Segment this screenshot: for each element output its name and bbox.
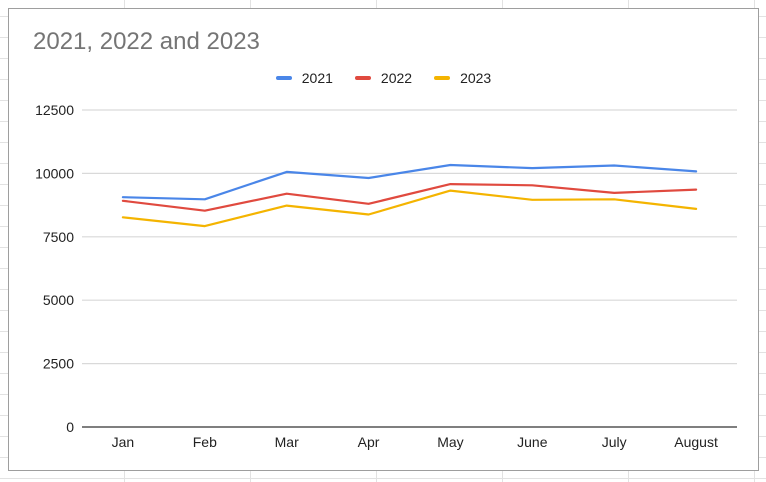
x-tick-label-mar: Mar xyxy=(275,434,299,450)
y-tick-label-2500: 2500 xyxy=(43,356,74,372)
legend-item-2023[interactable]: 2023 xyxy=(434,70,491,86)
legend-item-2022[interactable]: 2022 xyxy=(354,70,413,86)
y-tick-label-12500: 12500 xyxy=(35,102,74,118)
x-tick-label-august: August xyxy=(674,434,718,450)
chart-plot-area: 0 2500 5000 7500 10000 12500 Jan Feb Mar Apr May Ju… xyxy=(35,102,737,450)
chart-legend: 2021 2022 2023 xyxy=(9,70,758,86)
legend-item-2021[interactable]: 2021 xyxy=(275,70,333,86)
series-line-2021 xyxy=(121,163,698,201)
legend-swatch-2021 xyxy=(275,76,292,80)
legend-label-2021: 2021 xyxy=(301,70,333,86)
x-tick-label-apr: Apr xyxy=(358,434,380,450)
x-tick-label-feb: Feb xyxy=(193,434,217,450)
chart-card[interactable]: 2021, 2022 and 2023 2021 2022 2023 0 2500… xyxy=(8,8,759,471)
chart-title: 2021, 2022 and 2023 xyxy=(33,28,260,55)
y-tick-label-7500: 7500 xyxy=(43,229,74,245)
x-tick-label-jan: Jan xyxy=(112,434,135,450)
legend-label-2022: 2022 xyxy=(380,70,413,86)
series-line-2023 xyxy=(121,189,698,228)
legend-swatch-2023 xyxy=(434,76,451,80)
legend-label-2023: 2023 xyxy=(460,70,492,86)
y-tick-label-10000: 10000 xyxy=(35,165,74,181)
x-tick-label-may: May xyxy=(437,434,463,450)
y-tick-label-5000: 5000 xyxy=(43,292,74,308)
x-tick-label-june: June xyxy=(517,434,548,450)
y-tick-label-0: 0 xyxy=(66,419,74,435)
legend-swatch-2022 xyxy=(354,76,371,80)
x-tick-label-july: July xyxy=(602,434,627,450)
series-line-2022 xyxy=(121,183,698,212)
